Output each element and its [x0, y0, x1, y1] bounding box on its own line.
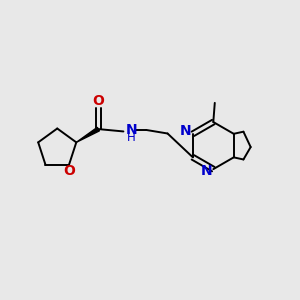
Polygon shape	[76, 127, 99, 142]
Text: N: N	[200, 164, 212, 178]
Text: O: O	[63, 164, 75, 178]
Text: N: N	[125, 123, 137, 137]
Text: H: H	[127, 131, 136, 144]
Text: N: N	[180, 124, 192, 138]
Text: O: O	[92, 94, 104, 108]
